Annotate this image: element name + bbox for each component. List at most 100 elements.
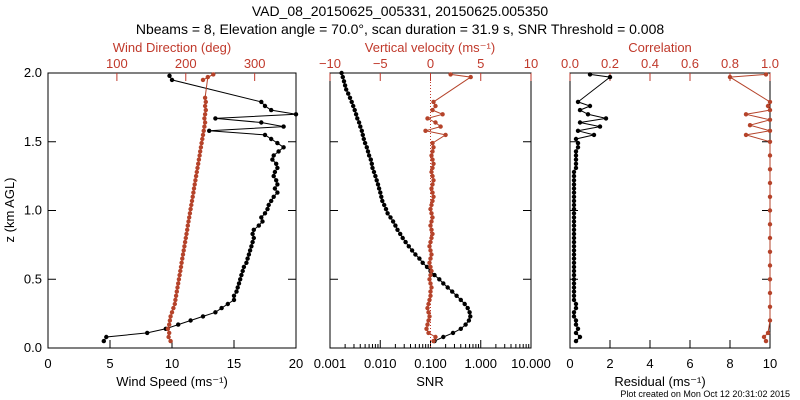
data-point-secondary <box>200 132 206 138</box>
data-point-secondary <box>427 297 432 303</box>
data-point-primary <box>251 235 256 241</box>
data-point-primary <box>265 206 270 212</box>
data-point-primary <box>571 277 577 282</box>
data-point-secondary <box>429 169 434 175</box>
y-tick-label: 1.0 <box>24 203 42 218</box>
data-point-secondary <box>430 165 435 171</box>
data-point-secondary <box>187 211 193 216</box>
data-point-primary <box>347 95 353 101</box>
data-point-secondary <box>761 334 767 340</box>
data-point-primary <box>344 87 349 92</box>
data-point-secondary <box>180 252 186 257</box>
data-point-primary <box>571 268 577 274</box>
data-point-primary <box>383 206 389 212</box>
data-point-secondary <box>767 304 773 309</box>
data-point-primary <box>573 153 579 158</box>
top-x-tick-label: 300 <box>244 56 266 71</box>
data-point-primary <box>573 330 579 336</box>
data-point-secondary <box>428 264 433 270</box>
data-point-secondary <box>767 99 773 105</box>
data-point-secondary <box>767 128 773 133</box>
data-point-primary <box>575 145 581 150</box>
data-point-primary <box>571 314 577 319</box>
data-point-secondary <box>178 268 183 274</box>
data-point-primary <box>458 297 463 303</box>
data-point-primary <box>376 186 382 191</box>
data-point-primary <box>355 116 360 121</box>
data-point-primary <box>373 173 378 179</box>
data-point-primary <box>577 120 583 125</box>
data-point-primary <box>275 182 280 187</box>
data-point-secondary <box>425 116 430 121</box>
data-point-primary <box>213 116 218 121</box>
data-point-secondary <box>191 190 196 195</box>
data-point-primary <box>275 190 280 195</box>
data-point-secondary <box>430 190 435 195</box>
data-point-secondary <box>430 215 435 220</box>
data-point-primary <box>468 314 473 319</box>
data-point-secondary <box>188 206 193 212</box>
data-point-secondary <box>429 268 434 274</box>
data-point-primary <box>358 124 363 129</box>
data-point-secondary <box>427 244 432 249</box>
data-point-secondary <box>192 182 197 187</box>
data-point-primary <box>571 202 577 208</box>
top-x-tick-label: 100 <box>106 56 128 71</box>
data-point-primary <box>573 157 579 162</box>
data-point-secondary <box>166 334 171 340</box>
data-point-secondary <box>190 194 195 199</box>
data-point-primary <box>603 116 609 121</box>
data-point-secondary <box>202 116 207 121</box>
x-tick-label: 0 <box>44 356 51 371</box>
data-point-primary <box>200 314 206 319</box>
data-point-primary <box>571 244 577 249</box>
x-tick-label: 10 <box>165 356 179 371</box>
data-point-secondary <box>767 107 773 113</box>
data-point-primary <box>262 132 268 138</box>
data-point-secondary <box>424 326 429 331</box>
data-point-primary <box>231 293 237 298</box>
data-point-primary <box>571 211 577 216</box>
data-point-primary <box>104 334 109 340</box>
data-point-primary <box>417 256 422 261</box>
data-point-secondary <box>438 124 443 129</box>
data-point-secondary <box>427 260 432 265</box>
data-point-primary <box>256 223 261 228</box>
data-point-primary <box>587 103 593 109</box>
data-point-secondary <box>183 235 188 241</box>
panel-residual-correlation: 0 2 4 6 8 10 0.0 0.2 0.4 0.6 0.8 1.0 <box>561 56 779 371</box>
data-point-secondary <box>765 330 771 336</box>
data-point-secondary <box>202 103 208 109</box>
x-tick-label: 8 <box>726 356 733 371</box>
data-point-secondary <box>431 338 436 344</box>
data-point-secondary <box>743 132 749 138</box>
data-point-secondary <box>767 167 773 172</box>
data-point-secondary <box>431 161 436 166</box>
data-point-primary <box>101 338 107 344</box>
data-point-primary <box>571 223 577 228</box>
data-point-primary <box>274 178 279 183</box>
data-point-primary <box>375 182 381 187</box>
data-point-secondary <box>172 301 177 307</box>
data-point-primary <box>441 281 446 286</box>
data-point-primary <box>398 231 403 237</box>
data-point-primary <box>346 91 351 96</box>
data-point-secondary <box>440 112 445 117</box>
data-point-secondary <box>767 222 773 227</box>
data-point-primary <box>591 132 597 138</box>
data-point-primary <box>274 161 279 166</box>
data-point-primary <box>571 289 577 294</box>
data-point-primary <box>575 140 581 146</box>
data-point-secondary <box>168 338 173 344</box>
data-point-primary <box>571 248 577 253</box>
data-point-secondary <box>428 248 433 253</box>
data-point-secondary <box>430 231 435 237</box>
data-point-secondary <box>184 231 189 237</box>
data-point-primary <box>276 149 281 154</box>
data-point-primary <box>587 72 593 77</box>
data-point-primary <box>450 330 456 336</box>
data-point-secondary <box>182 244 187 249</box>
data-point-secondary <box>177 272 182 278</box>
data-point-primary <box>393 223 398 228</box>
data-point-primary <box>364 145 369 150</box>
